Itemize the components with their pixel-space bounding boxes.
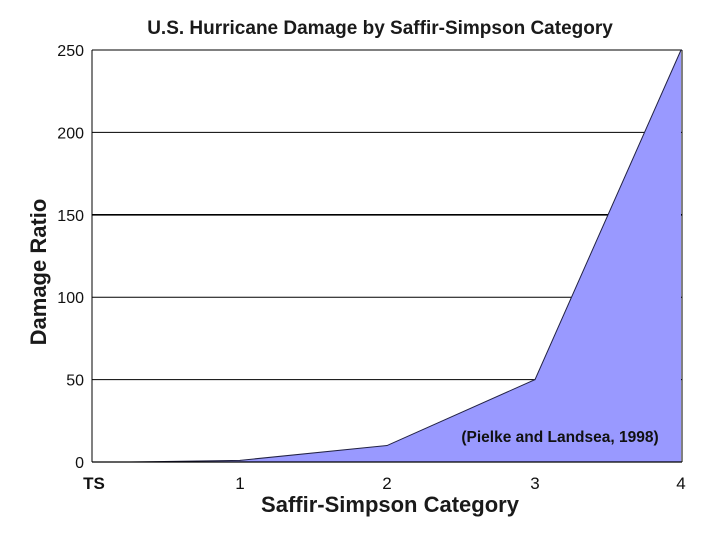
y-tick-label: 250 <box>57 43 84 60</box>
x-axis-title: Saffir-Simpson Category <box>261 492 519 517</box>
x-tick-label: 2 <box>382 474 391 493</box>
data-point <box>534 379 536 381</box>
y-tick-label: 0 <box>75 455 84 472</box>
x-tick-label: TS <box>83 474 105 493</box>
x-tick-label: 3 <box>530 474 539 493</box>
x-tick-label: 4 <box>676 474 685 493</box>
data-point <box>680 49 682 51</box>
chart-title: U.S. Hurricane Damage by Saffir-Simpson … <box>147 18 613 39</box>
y-tick-label: 50 <box>66 373 84 390</box>
series-area <box>130 50 681 462</box>
data-point <box>386 445 388 447</box>
y-axis-title: Damage Ratio <box>26 198 51 346</box>
annotation-text: (Pielke and Landsea, 1998) <box>461 429 658 446</box>
x-tick-label: 1 <box>235 474 244 493</box>
y-tick-label: 150 <box>57 208 84 225</box>
y-tick-label: 200 <box>57 125 84 142</box>
data-point <box>239 459 241 461</box>
y-tick-label: 100 <box>57 290 84 307</box>
